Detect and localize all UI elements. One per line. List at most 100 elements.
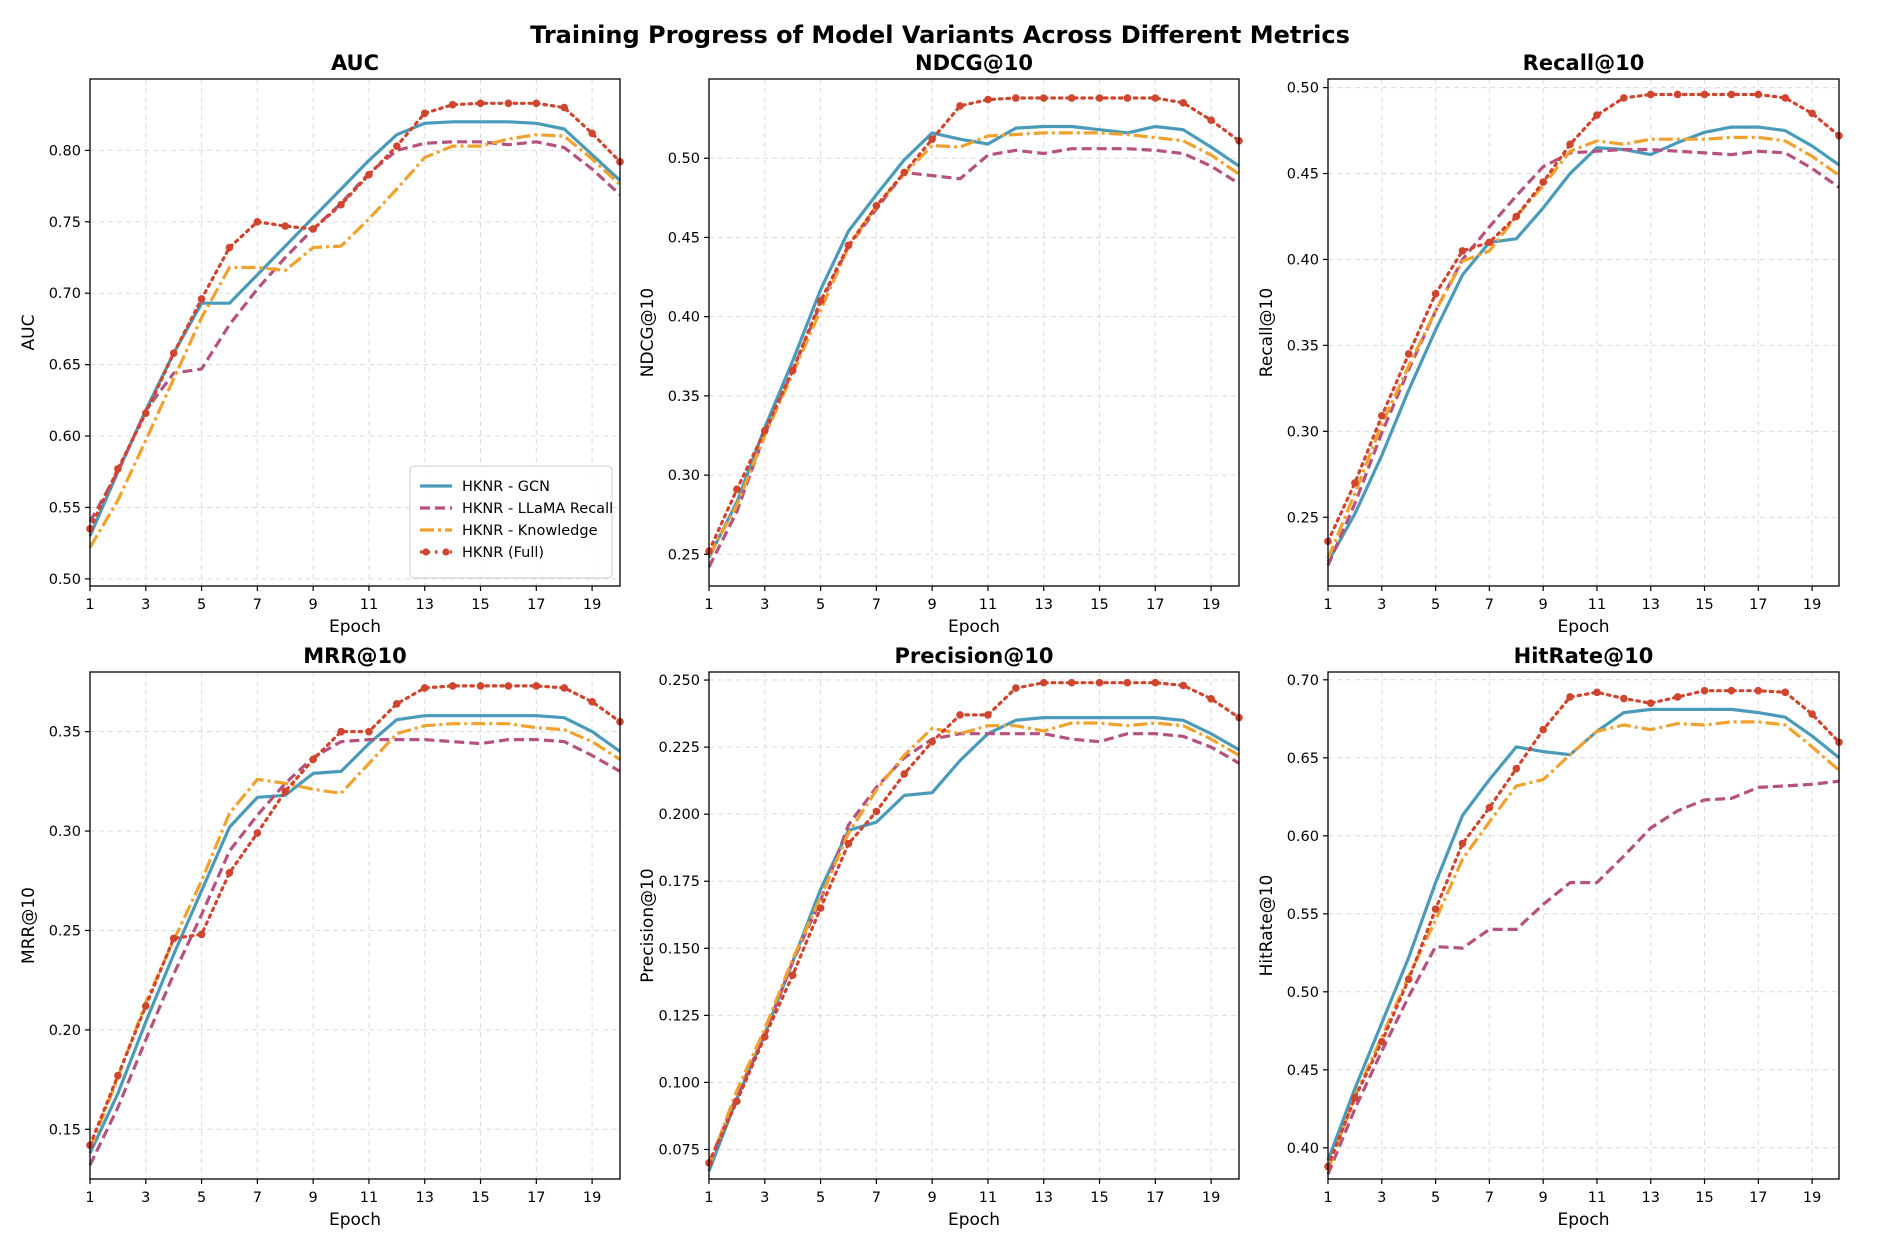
data-point	[476, 99, 485, 108]
x-axis-label: Epoch	[1557, 617, 1609, 637]
x-tick-label: 19	[583, 597, 601, 613]
x-tick-label: 1	[1323, 597, 1332, 613]
data-point	[1808, 109, 1816, 118]
y-tick-label: 0.125	[658, 1008, 700, 1024]
y-tick-label: 0.45	[1287, 167, 1319, 183]
data-point	[1351, 1094, 1359, 1102]
x-tick-label: 5	[816, 1190, 825, 1206]
data-point	[760, 426, 769, 435]
data-point	[984, 711, 992, 719]
x-tick-label: 7	[1485, 1190, 1494, 1206]
data-point	[760, 1033, 769, 1041]
series-line-hknr-llama-recall	[1326, 147, 1840, 567]
data-point	[448, 682, 457, 690]
data-point	[928, 737, 936, 746]
data-point	[1431, 905, 1440, 913]
legend-box	[409, 465, 613, 579]
series-line-hknr-full-	[1326, 689, 1841, 1169]
data-point	[1207, 695, 1215, 703]
x-tick-label: 17	[1146, 597, 1164, 613]
x-tick-label: 19	[1202, 597, 1220, 613]
data-point	[1485, 803, 1494, 812]
data-point	[956, 711, 964, 719]
plot-area	[90, 672, 620, 1179]
x-tick-label: 13	[416, 597, 434, 613]
chart-panel-3: 1 3 5 7 9 11 13 15 17 190.150.200.250.300.35MRR@1…	[19, 644, 624, 1230]
series-line-hknr-full-	[707, 96, 1241, 553]
data-point	[169, 934, 178, 943]
series-line-hknr-full-	[88, 101, 622, 531]
y-tick-label: 0.65	[1287, 751, 1319, 767]
data-point	[1781, 688, 1790, 697]
y-tick-label: 0.150	[658, 941, 700, 957]
data-point	[532, 99, 541, 108]
data-point	[337, 200, 345, 209]
y-axis-label: AUC	[19, 315, 39, 351]
y-axis-label: Precision@10	[638, 868, 658, 982]
y-axis-label: NDCG@10	[638, 288, 658, 377]
x-tick-label: 15	[471, 1190, 489, 1206]
panels: 1 3 5 7 9 11 13 15 17 190.500.550.600.650.700.750…	[19, 51, 1843, 1230]
plot-frame	[1327, 671, 1840, 1180]
data-point	[1207, 116, 1215, 124]
data-point	[1067, 94, 1076, 102]
chart-title: HitRate@10	[1514, 644, 1654, 668]
x-tick-label: 17	[527, 597, 545, 613]
x-tick-label: 3	[141, 1190, 150, 1206]
x-tick-label: 9	[309, 597, 318, 613]
x-tick-label: 5	[816, 597, 825, 613]
data-point	[1012, 684, 1020, 692]
data-point	[1700, 90, 1709, 99]
data-point	[1593, 111, 1601, 119]
x-tick-label: 9	[309, 1190, 318, 1206]
y-tick-label: 0.15	[49, 1122, 81, 1138]
x-tick-label: 7	[253, 1190, 262, 1206]
data-point	[197, 930, 206, 939]
y-tick-label: 0.30	[49, 824, 81, 840]
x-tick-label: 13	[1035, 597, 1053, 613]
y-tick-label: 0.55	[1287, 907, 1319, 923]
y-tick-label: 0.50	[1287, 81, 1319, 97]
data-point	[1151, 678, 1160, 687]
data-point	[1179, 681, 1188, 690]
x-axis-label: Epoch	[329, 1210, 381, 1230]
x-tick-label: 7	[1485, 597, 1494, 613]
data-point	[1593, 688, 1601, 697]
data-point	[141, 1002, 150, 1010]
series-line-hknr-full-	[1326, 92, 1841, 543]
x-tick-label: 13	[1035, 1190, 1053, 1206]
data-point	[1095, 94, 1104, 102]
y-tick-label: 0.40	[1287, 252, 1319, 268]
data-point	[337, 727, 345, 736]
y-tick-label: 0.50	[49, 572, 81, 588]
series-line-hknr-llama-recall	[1326, 779, 1840, 1175]
data-point	[1700, 686, 1709, 695]
data-point	[1566, 140, 1574, 149]
legend: HKNR - GCN HKNR - LLaMA Recall HKNR - Know…	[409, 465, 613, 579]
x-tick-label: 1	[704, 597, 713, 613]
y-tick-label: 0.100	[658, 1075, 700, 1091]
x-tick-label: 1	[1323, 1190, 1332, 1206]
data-point	[1039, 678, 1048, 687]
data-point	[788, 971, 797, 979]
data-point	[1377, 1037, 1386, 1046]
y-tick-label: 0.55	[49, 500, 81, 516]
data-point	[1512, 764, 1521, 773]
y-tick-label: 0.60	[1287, 829, 1319, 845]
data-point	[253, 218, 262, 226]
data-point	[225, 243, 234, 252]
legend-marker	[442, 548, 450, 556]
data-point	[225, 869, 234, 877]
data-point	[309, 755, 317, 764]
x-tick-label: 3	[760, 597, 769, 613]
data-point	[1646, 90, 1655, 99]
x-tick-label: 11	[979, 597, 997, 613]
series-line-hknr-knowledge	[88, 722, 621, 1150]
y-tick-label: 0.25	[49, 923, 81, 939]
data-point	[733, 485, 741, 494]
series-line-hknr-full-	[707, 681, 1241, 1165]
x-tick-label: 1	[85, 597, 94, 613]
x-tick-label: 9	[928, 1190, 937, 1206]
x-tick-label: 11	[360, 597, 378, 613]
y-tick-label: 0.200	[658, 807, 700, 823]
